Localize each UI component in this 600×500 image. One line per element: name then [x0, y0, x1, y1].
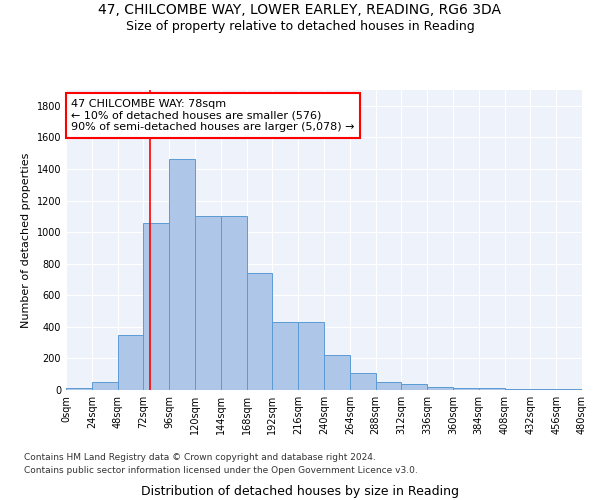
Text: Size of property relative to detached houses in Reading: Size of property relative to detached ho… — [125, 20, 475, 33]
Bar — [324, 356, 350, 390]
Y-axis label: Number of detached properties: Number of detached properties — [21, 152, 31, 328]
Text: Distribution of detached houses by size in Reading: Distribution of detached houses by size … — [141, 484, 459, 498]
Text: Contains HM Land Registry data © Crown copyright and database right 2024.: Contains HM Land Registry data © Crown c… — [24, 454, 376, 462]
Text: 47 CHILCOMBE WAY: 78sqm
← 10% of detached houses are smaller (576)
90% of semi-d: 47 CHILCOMBE WAY: 78sqm ← 10% of detache… — [71, 99, 355, 132]
Bar — [505, 389, 530, 390]
Bar — [92, 382, 118, 390]
Text: Contains public sector information licensed under the Open Government Licence v3: Contains public sector information licen… — [24, 466, 418, 475]
Text: 47, CHILCOMBE WAY, LOWER EARLEY, READING, RG6 3DA: 47, CHILCOMBE WAY, LOWER EARLEY, READING… — [98, 2, 502, 16]
Bar — [221, 216, 247, 390]
Bar — [247, 273, 272, 390]
Bar — [401, 384, 427, 390]
Bar — [195, 216, 221, 390]
Bar — [143, 222, 169, 390]
Bar — [350, 372, 376, 390]
Bar — [453, 388, 479, 390]
Bar — [530, 389, 556, 390]
Bar — [272, 322, 298, 390]
Bar — [556, 389, 582, 390]
Bar — [582, 389, 600, 390]
Bar — [66, 388, 92, 390]
Bar — [298, 322, 324, 390]
Bar — [118, 334, 143, 390]
Bar — [427, 387, 453, 390]
Bar — [376, 382, 401, 390]
Bar — [169, 160, 195, 390]
Bar — [479, 388, 505, 390]
